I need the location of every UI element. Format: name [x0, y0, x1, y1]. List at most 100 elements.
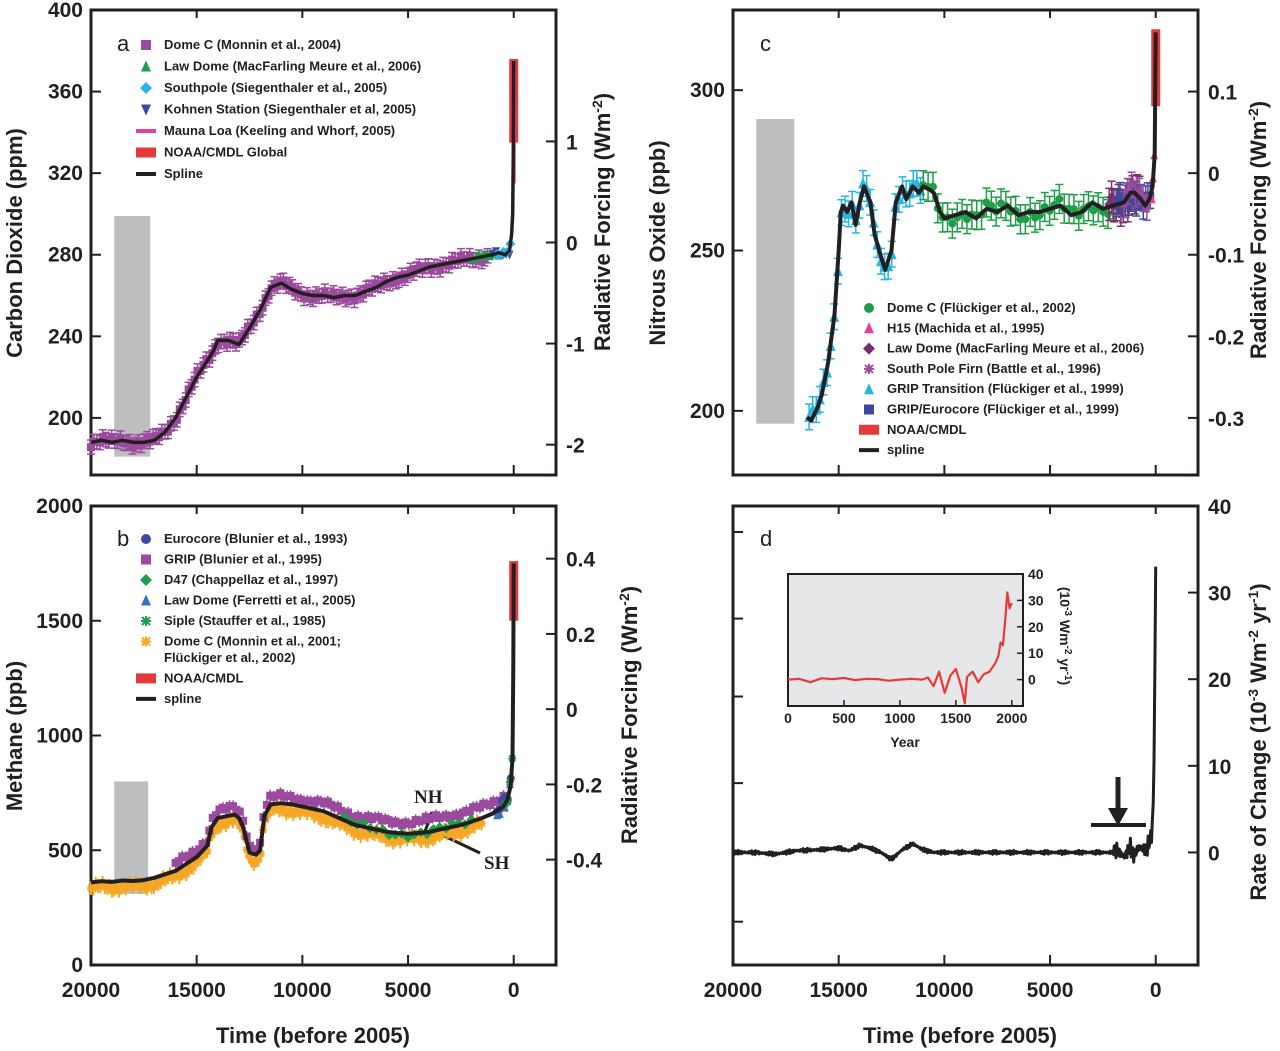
panel-a-y2label-main: Radiative Forcing (Wm	[590, 113, 615, 351]
inset-ylabel-end: )	[1057, 680, 1073, 685]
panel-a-dome-c-point	[436, 265, 445, 274]
panel-letter-a: a	[117, 31, 130, 56]
panel-c-legend-label: NOAA/CMDL	[887, 422, 966, 437]
panel-c-legend-label: GRIP Transition (Flückiger et al., 1999)	[887, 381, 1124, 396]
panel-b-y2label-sup: -2	[616, 593, 632, 606]
panel-c-dome-c-point	[1021, 215, 1030, 224]
panel-a-legend-marker	[141, 60, 151, 72]
panel-b-legend-label: NOAA/CMDL	[164, 670, 243, 685]
panel-c-dome-c-point	[948, 219, 957, 228]
inset-ylabel-sup3: -1	[1063, 672, 1074, 681]
panel-a-dome-c-point	[394, 276, 403, 285]
panel-a-dome-c-point	[172, 415, 181, 424]
panel-c-legend-marker	[863, 342, 875, 355]
panel-a-y2tick-label: 0	[566, 233, 578, 256]
inset-rate-line	[787, 591, 1013, 705]
panel-c-y2label-sup: -2	[1245, 108, 1261, 121]
panel-c-grip-transition-point	[843, 207, 854, 219]
panel-a-legend-label: Kohnen Station (Siegenthaler et al, 2005…	[164, 102, 416, 117]
panel-letter-b: b	[117, 526, 129, 551]
panel-a-dome-c-point	[279, 276, 288, 285]
inset-ylabel-sup2: -2	[1063, 646, 1074, 655]
panel-a-y2label-sup: -2	[589, 100, 605, 113]
panel-d-y2label-sup3: -1	[1245, 590, 1261, 603]
panel-a-dome-c-point	[288, 282, 297, 291]
inset-xlabel: Year	[890, 734, 920, 750]
panel-c-y2tick-label: 0	[1208, 163, 1220, 186]
panel-a-dome-c-point	[465, 251, 474, 260]
inset-ylabel-mid: Wm	[1057, 616, 1073, 646]
panel-d-xtick-label: 0	[1150, 979, 1162, 1002]
panel-c-legend-marker	[864, 322, 874, 334]
panel-a-legend-marker	[141, 40, 151, 50]
panel-b-ytick-label: 1500	[36, 610, 83, 633]
panel-b-y2tick-label: -0.4	[566, 850, 603, 873]
panel-b-y2tick-label: -0.2	[566, 774, 602, 797]
inset-ytick-label: 30	[1028, 592, 1044, 608]
panel-c-grip-eurocore-point	[1125, 198, 1134, 207]
panel-c-y2label: Radiative Forcing (Wm-2)	[1245, 101, 1271, 359]
panel-a-dome-c-point	[308, 295, 317, 304]
panel-a-spline-line	[90, 60, 516, 445]
panel-a-legend-marker	[141, 104, 151, 116]
inset-ytick-label: 10	[1028, 645, 1044, 661]
panel-c-legend-label: GRIP/Eurocore (Flückiger et al., 1999)	[887, 402, 1119, 417]
inset-xtick-label: 0	[784, 710, 792, 726]
panel-b-legend-marker	[141, 554, 151, 565]
panel-a-dome-c-point	[116, 434, 125, 443]
panel-d-y2tick-label: 10	[1208, 756, 1231, 779]
panel-c-south-pole-point	[1135, 187, 1144, 196]
panel-letter-c: c	[760, 31, 771, 56]
inset-ylabel-sup1: -3	[1063, 607, 1074, 616]
panel-a-y2label-end: )	[590, 93, 615, 100]
panel-b-legend-label: spline	[164, 691, 202, 706]
panel-b-xlabel: Time (before 2005)	[216, 1023, 410, 1048]
panel-b-legend-marker	[141, 636, 151, 647]
panel-d-y2label-end: )	[1246, 583, 1271, 590]
inset-ylabel-main: (10	[1057, 587, 1073, 607]
panel-a-dome-c-point	[95, 438, 104, 447]
panel-d-xtick-label: 5000	[1027, 979, 1074, 1002]
panel-b-glacial-range-bar	[114, 781, 149, 894]
panel-a-legend-label: NOAA/CMDL Global	[164, 145, 287, 160]
panel-c-dome-c-point	[1055, 194, 1064, 203]
panel-b-legend-marker	[141, 616, 151, 626]
panel-a-legend-label: Mauna Loa (Keeling and Whorf, 2005)	[164, 123, 395, 138]
panel-c-spline-line	[805, 32, 1158, 423]
inset-xtick-label: 500	[832, 710, 856, 726]
panel-a-dome-c-point	[385, 279, 394, 288]
panel-a-ytick-label: 320	[48, 162, 83, 185]
inset-xtick-label: 1500	[940, 710, 971, 726]
inset-xtick-label: 2000	[996, 710, 1027, 726]
panel-c-y2tick-label: 0.1	[1208, 82, 1238, 105]
panel-b-y2label-end: )	[617, 586, 642, 593]
panel-d-y2label-mid2: yr	[1246, 603, 1271, 630]
panel-c-legend-label: spline	[887, 442, 925, 457]
panel-a-dome-c-point	[350, 296, 359, 305]
inset-ytick-label: 40	[1028, 566, 1044, 582]
panel-c-y2tick-label: -0.1	[1208, 245, 1245, 268]
panel-a-dome-c-point	[87, 443, 95, 452]
panel-d-y2tick-label: 20	[1208, 669, 1231, 692]
panel-a-y2tick-label: 1	[566, 131, 578, 154]
panel-c-ylabel: Nitrous Oxide (ppb)	[645, 140, 670, 345]
panel-c-dome-c-point	[1103, 210, 1112, 219]
panel-d-frame	[731, 504, 1200, 967]
panel-c-y2label-end: )	[1246, 101, 1271, 108]
panel-b-xtick-label: 5000	[385, 979, 432, 1002]
panel-c-y2tick-label: -0.2	[1208, 326, 1244, 349]
panel-d-rate-line	[731, 565, 1158, 864]
panel-a-y2tick-label: -2	[566, 435, 585, 458]
panel-a-legend-label: Law Dome (MacFarling Meure et al., 2006)	[164, 59, 421, 74]
inset-ylabel: (10-3 Wm-2 yr-1)	[1057, 587, 1074, 685]
inset-background	[787, 573, 1024, 707]
panel-c-dome-c-point	[1069, 205, 1078, 214]
panel-b-xtick-label: 10000	[273, 979, 331, 1002]
panel-b-xtick-label: 15000	[167, 979, 225, 1002]
panel-a-ytick-label: 200	[48, 407, 83, 430]
panel-b-legend-label: Law Dome (Ferretti et al., 2005)	[164, 593, 355, 608]
panel-c-ytick-label: 200	[690, 400, 725, 423]
panel-d-xtick-label: 10000	[915, 979, 973, 1002]
panel-b-xtick-label: 20000	[62, 979, 120, 1002]
